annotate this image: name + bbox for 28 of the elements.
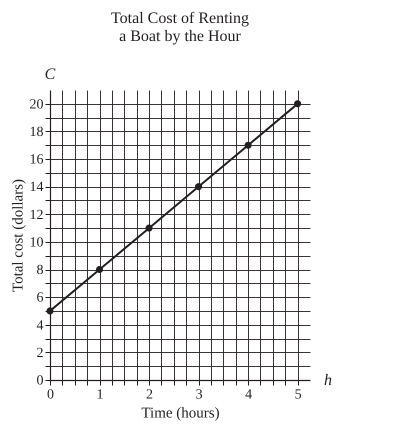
x-tick-label: 2 [146,388,154,402]
x-tick-label: 0 [47,388,54,402]
y-tick-label: 2 [36,346,44,361]
point [96,266,104,274]
point [195,183,202,190]
y-tick-label: 18 [30,124,44,140]
x-tick-label: 1 [96,388,104,402]
x-tick-label: 5 [294,388,302,402]
y-tick-label: 0 [36,374,44,388]
y-tick-label: 14 [30,180,44,196]
x-tick-label: 4 [245,388,252,402]
y-tick-label: 12 [30,208,44,223]
y-tick-label: 10 [30,235,44,250]
x-tick-label: 3 [196,388,203,402]
y-tick-label: 16 [30,152,44,168]
point [244,142,252,149]
text: C [44,66,56,83]
text: a Boat by the Hour [119,28,241,45]
y-tick-label: 8 [36,263,44,278]
text: Total Cost of Renting [111,10,249,27]
y-tick-label: 4 [36,318,44,334]
y-axis-title: Total cost (dollars) [10,178,26,292]
text: h [324,372,332,389]
point [146,224,153,232]
y-tick-label: 6 [36,290,44,306]
y-tick-label: 20 [30,97,44,112]
x-axis-title: Time (hours) [141,406,220,422]
point [294,100,302,108]
